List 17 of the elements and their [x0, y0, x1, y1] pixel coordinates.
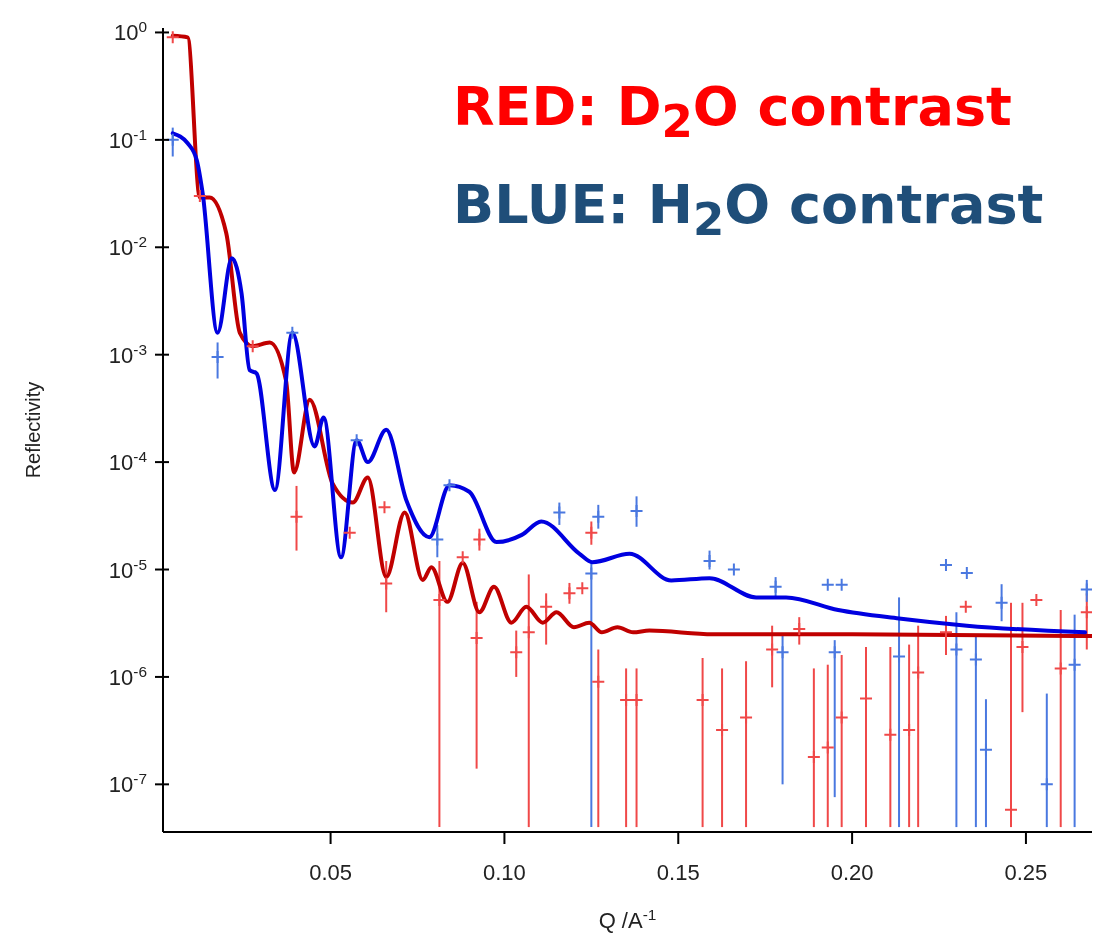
y-tick-label: 10$^{-2}$	[108, 232, 147, 261]
x-tick-label: 0.10	[483, 860, 526, 885]
y-tick-label: 10$^{-5}$	[108, 555, 147, 583]
y-tick-label: 10$^{-3}$	[108, 340, 147, 368]
x-tick-label: 0.20	[830, 860, 874, 885]
y-tick-label: 10$^{0}$	[113, 17, 147, 46]
y-tick-label: 10$^{-6}$	[108, 662, 147, 690]
x-axis-title: Q /A$^{-1}$	[598, 905, 657, 933]
annotation: RED: D$_{2}$O contrast	[453, 75, 1012, 148]
x-tick-label: 0.05	[309, 860, 352, 885]
x-tick-label: 0.25	[1004, 860, 1048, 885]
annotation: BLUE: H$_{2}$O contrast	[453, 173, 1044, 246]
y-axis-title: Reflectivity	[22, 381, 44, 479]
y-tick-label: 10$^{-4}$	[108, 447, 148, 476]
y-tick-label: 10$^{-7}$	[108, 769, 147, 798]
y-tick-label: 10$^{-1}$	[108, 125, 147, 153]
x-tick-label: 0.15	[656, 860, 700, 885]
